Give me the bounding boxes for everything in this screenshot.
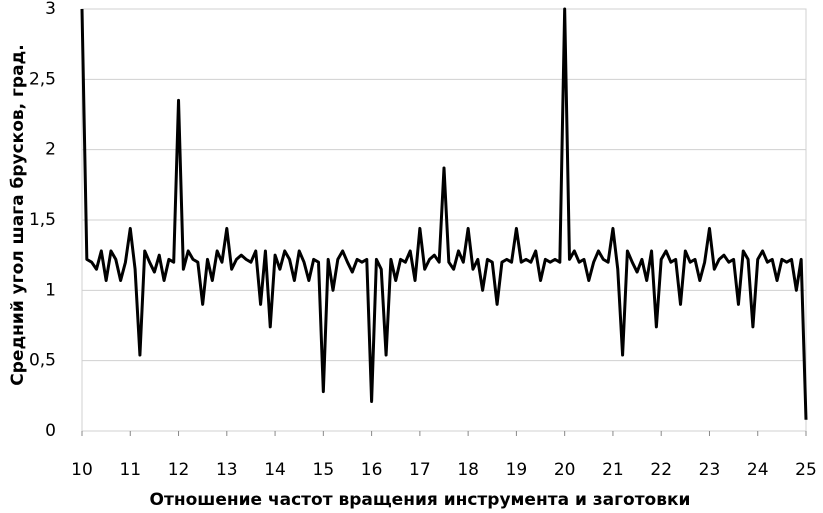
y-tick-label: 3: [45, 0, 56, 19]
x-tick-label: 12: [168, 460, 190, 480]
x-tick-label: 10: [71, 460, 93, 480]
y-tick-label: 0,5: [29, 351, 56, 371]
data-line: [80, 7, 808, 420]
y-tick-label: 2,5: [29, 69, 56, 89]
x-axis-label: Отношение частот вращения инструмента и …: [150, 490, 691, 510]
x-tick-label: 14: [264, 460, 286, 480]
x-tick-label: 20: [554, 460, 576, 480]
y-tick-label: 1: [45, 280, 56, 300]
y-axis-label: Средний угол шага брусков, град.: [8, 44, 28, 385]
x-tick-label: 21: [602, 460, 624, 480]
y-tick-label: 0: [45, 421, 56, 441]
x-tick-label: 24: [747, 460, 769, 480]
x-tick-label: 19: [506, 460, 528, 480]
x-tick-label: 23: [699, 460, 721, 480]
x-tick-label: 22: [650, 460, 672, 480]
y-tick-label: 2: [45, 140, 56, 160]
x-tick-label: 15: [313, 460, 335, 480]
y-tick-label: 1,5: [29, 210, 56, 230]
plot-border: [81, 8, 807, 432]
x-tick-label: 16: [361, 460, 383, 480]
x-tick-label: 17: [409, 460, 431, 480]
x-tick-label: 13: [216, 460, 238, 480]
x-tick-label: 18: [457, 460, 479, 480]
x-tick-label: 11: [119, 460, 141, 480]
x-tick-label: 25: [795, 460, 817, 480]
